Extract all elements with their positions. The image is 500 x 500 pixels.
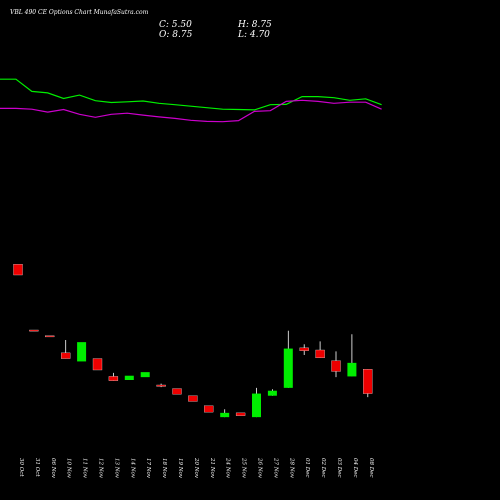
date-label: 27 Nov [272,457,278,479]
candle-body [13,264,23,276]
candles [13,264,373,418]
date-label: 03 Dec [336,458,342,478]
candle-body [140,372,150,378]
date-label: 25 Nov [241,457,247,479]
date-axis: 30 Oct 31 Oct 06 Nov 10 Nov 11 Nov 12 Nov 13 N… [18,457,374,479]
candle-body [124,375,134,380]
date-label: 17 Nov [145,458,151,479]
ma-fast-line [0,78,382,111]
candle-body [299,347,309,351]
date-label: 31 Oct [34,458,40,477]
candle-body [156,384,166,387]
candle-body [45,335,55,338]
candle-body [331,360,341,372]
date-label: 19 Nov [177,458,183,479]
candle-body [92,358,103,371]
chart-title: VBL 490 CE Options Chart MunafaSutra.com [10,9,149,16]
candle-body [29,329,39,332]
ma-slow-line [0,99,382,123]
date-label: 08 Dec [368,458,374,478]
candle-body [347,362,357,377]
candle-body [252,393,261,418]
date-label: 28 Nov [288,457,294,479]
date-label: 01 Dec [304,458,310,478]
close-value: C: 5.50 [159,20,192,30]
candle-body [267,390,277,396]
date-label: 21 Nov [209,457,215,479]
candle-body [77,342,87,362]
high-value: H: 8.75 [237,20,272,30]
candle-body [61,352,71,359]
moving-averages [0,78,382,123]
date-label: 20 Nov [193,457,199,479]
date-label: 02 Dec [320,458,326,478]
date-label: 30 Oct [18,458,24,477]
candle-body [220,412,230,418]
date-label: 24 Nov [225,457,231,479]
low-value: L: 4.70 [237,30,270,40]
candle-body [188,395,198,402]
date-label: 11 Nov [82,458,88,479]
candle-body [283,348,293,388]
date-label: 18 Nov [161,458,167,479]
candle-body [172,388,182,395]
candle-body [108,376,119,381]
candle-body [235,412,246,416]
candle-body [363,369,373,394]
date-label: 14 Nov [129,458,135,479]
date-label: 06 Nov [50,458,56,479]
date-label: 13 Nov [113,458,119,479]
date-label: 26 Nov [257,457,263,479]
date-label: 12 Nov [98,458,104,479]
date-label: 10 Nov [66,458,72,479]
candle-body [204,405,214,413]
date-label: 04 Dec [352,458,358,478]
open-value: O: 8.75 [159,30,193,40]
candle-body [315,349,325,359]
